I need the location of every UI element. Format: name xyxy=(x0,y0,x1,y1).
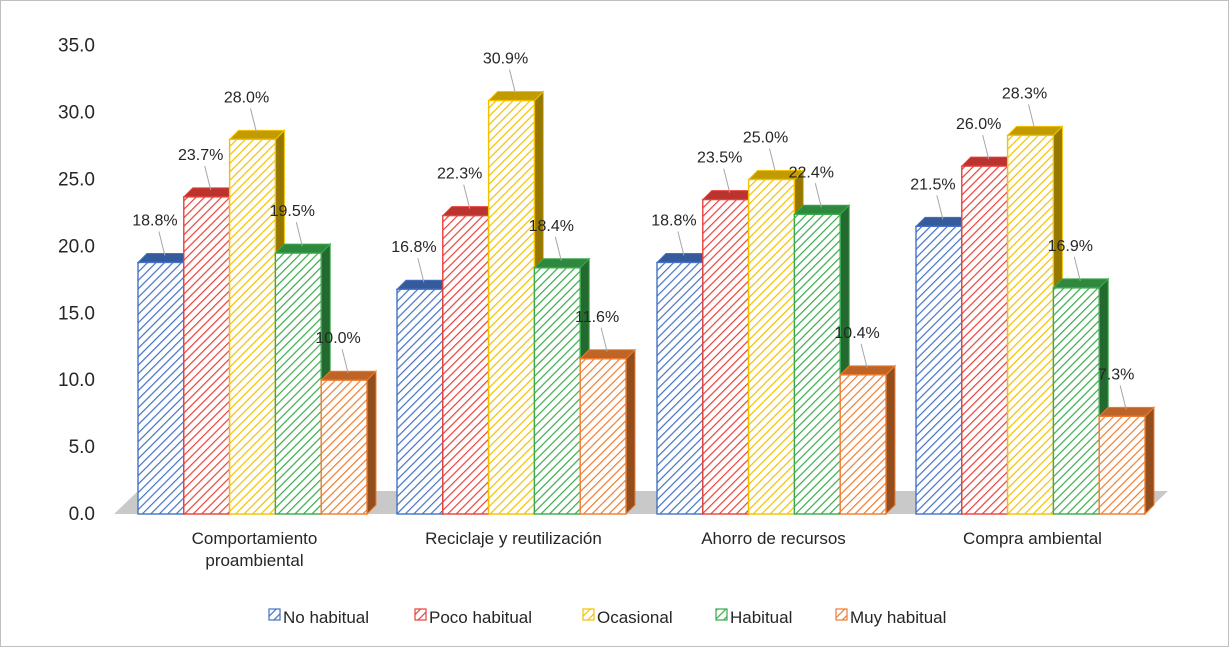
data-label-leader xyxy=(463,184,471,209)
y-axis: 0.0 5.0 10.0 15.0 20.0 25.0 30.0 35.0 xyxy=(58,36,95,525)
chart-floor xyxy=(114,491,1168,514)
legend-item[interactable]: Ocasional xyxy=(582,608,673,627)
data-label: 10.0% xyxy=(315,330,360,347)
data-label: 28.3% xyxy=(1002,85,1047,102)
legend-item[interactable]: No habitual xyxy=(268,608,369,627)
data-label-leader xyxy=(769,148,776,173)
data-label: 19.5% xyxy=(270,203,315,220)
x-axis: Comportamiento proambiental Reciclaje y re… xyxy=(192,529,1102,570)
data-label-leader xyxy=(250,108,257,133)
data-label-leader xyxy=(1028,104,1035,129)
data-label-leader xyxy=(723,168,731,193)
category-label: Reciclaje y reutilización xyxy=(425,529,602,548)
bar xyxy=(838,364,897,516)
data-label: 22.4% xyxy=(789,164,834,181)
legend-swatch xyxy=(835,608,848,621)
data-label: 23.7% xyxy=(178,147,223,164)
data-label-leader xyxy=(554,236,562,261)
data-label: 28.0% xyxy=(224,89,269,106)
y-tick-label: 35.0 xyxy=(58,36,95,57)
y-tick-label: 5.0 xyxy=(69,437,95,458)
bar xyxy=(319,369,378,516)
data-label: 26.0% xyxy=(956,116,1001,133)
data-label-leader xyxy=(982,134,990,160)
legend-swatch xyxy=(268,608,281,621)
legend-item[interactable]: Habitual xyxy=(715,608,792,627)
bar xyxy=(533,257,591,516)
data-label-leader xyxy=(677,231,685,256)
data-label: 16.8% xyxy=(391,239,436,256)
bar xyxy=(578,348,637,516)
data-label: 10.4% xyxy=(834,325,879,342)
data-label: 22.3% xyxy=(437,166,482,183)
data-label-leader xyxy=(600,327,608,352)
data-label-leader xyxy=(509,69,516,94)
data-label-leader xyxy=(814,183,822,208)
category-label: Comportamiento proambiental xyxy=(192,529,318,570)
data-label-leader xyxy=(295,221,303,247)
y-tick-label: 15.0 xyxy=(58,303,95,324)
legend-label: No habitual xyxy=(283,608,369,627)
data-label-leader xyxy=(936,195,944,220)
data-label-leader xyxy=(204,165,212,191)
data-label: 18.8% xyxy=(132,212,177,229)
data-label: 16.9% xyxy=(1048,238,1093,255)
data-label-leader xyxy=(1119,385,1127,410)
y-tick-label: 0.0 xyxy=(69,504,95,525)
y-tick-label: 20.0 xyxy=(58,236,95,257)
legend-swatch xyxy=(582,608,595,621)
category-label: Ahorro de recursos xyxy=(701,529,846,548)
legend-item[interactable]: Poco habitual xyxy=(414,608,532,627)
legend-swatch xyxy=(414,608,427,621)
legend-item[interactable]: Muy habitual xyxy=(835,608,946,627)
legend-label: Ocasional xyxy=(597,608,673,627)
category-label: Compra ambiental xyxy=(963,529,1102,548)
data-label-leader xyxy=(158,231,166,256)
legend-label: Poco habitual xyxy=(429,608,532,627)
bar xyxy=(1097,406,1156,516)
legend-swatch xyxy=(715,608,728,621)
data-label: 11.6% xyxy=(575,309,619,326)
y-tick-label: 30.0 xyxy=(58,103,95,124)
data-label: 18.4% xyxy=(529,218,574,235)
data-label: 21.5% xyxy=(910,176,955,193)
data-label: 18.8% xyxy=(651,212,696,229)
data-label: 30.9% xyxy=(483,51,528,68)
legend-label: Habitual xyxy=(730,608,792,627)
data-label-leader xyxy=(860,343,868,368)
data-label: 23.5% xyxy=(697,150,742,167)
bars xyxy=(136,90,1156,516)
legend-label: Muy habitual xyxy=(850,608,946,627)
y-tick-label: 25.0 xyxy=(58,170,95,191)
legend[interactable]: No habitual Poco habitual Ocasional Habitua… xyxy=(268,608,946,627)
data-label-leader xyxy=(341,349,349,374)
data-labels: 18.8% 23.7% 28.0% 19.5% 10.0% 16.8% 22.3% 30.9%… xyxy=(132,51,1134,410)
y-tick-label: 10.0 xyxy=(58,370,95,391)
data-label-leader xyxy=(417,258,425,283)
data-label: 25.0% xyxy=(743,130,788,147)
data-label: 7.3% xyxy=(1098,366,1134,383)
data-label-leader xyxy=(1073,256,1081,281)
